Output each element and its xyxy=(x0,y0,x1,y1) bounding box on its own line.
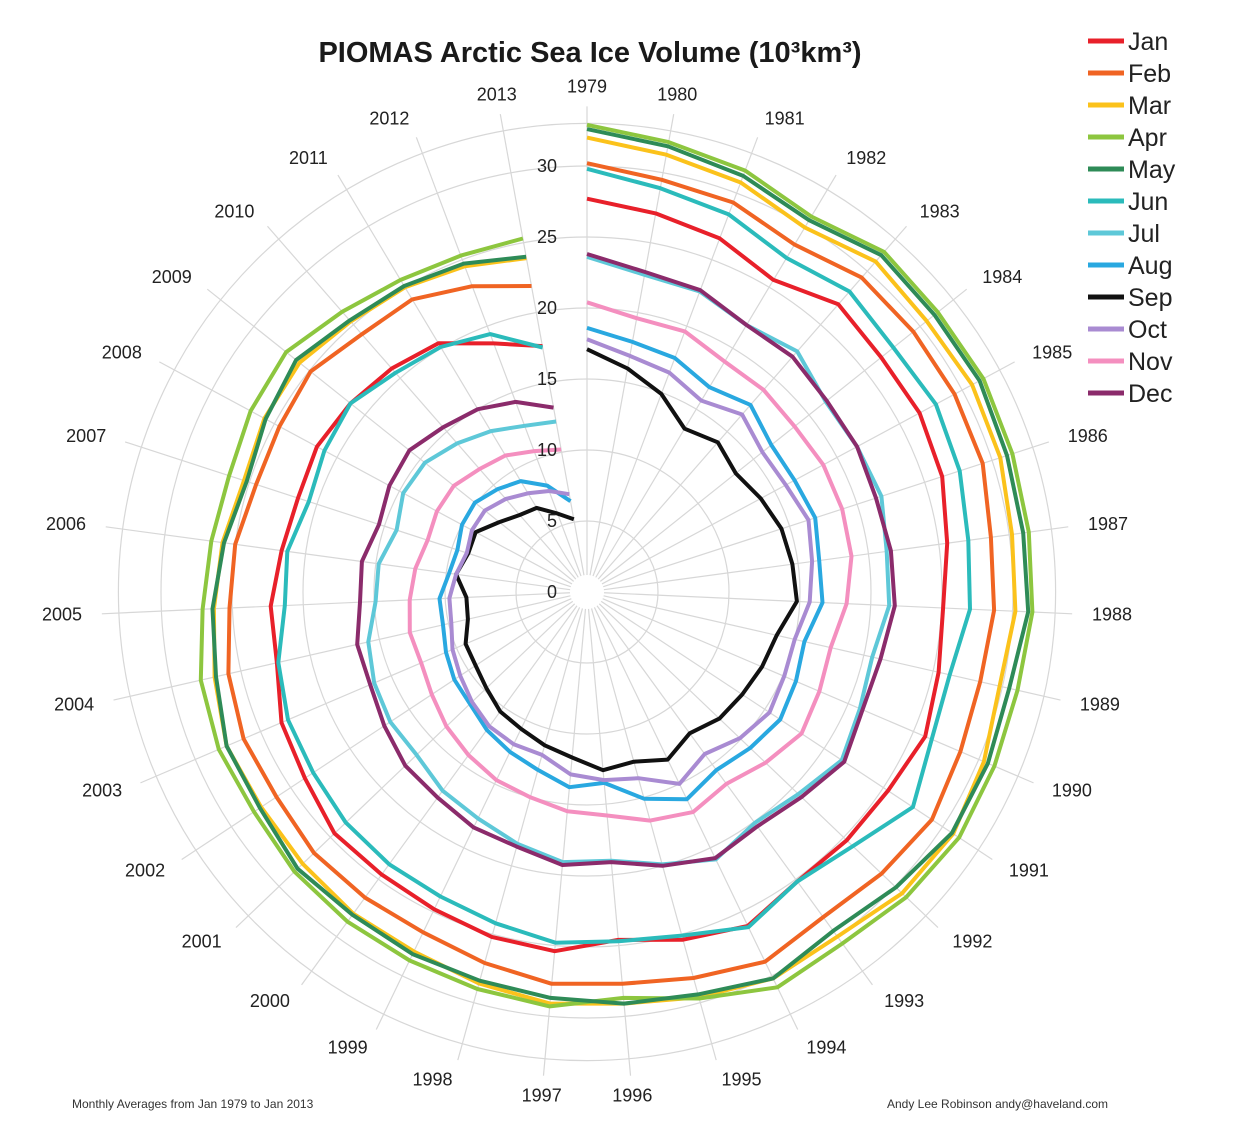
grid-spoke xyxy=(597,225,907,580)
year-label: 1990 xyxy=(1052,781,1092,801)
year-label: 1998 xyxy=(412,1069,452,1089)
radial-tick-label: 0 xyxy=(547,582,557,602)
grid-spoke xyxy=(124,441,571,588)
year-label: 1980 xyxy=(657,85,697,105)
grid-spoke xyxy=(600,600,993,861)
year-label: 2003 xyxy=(82,781,122,801)
grid-spoke xyxy=(593,607,799,1030)
grid-spoke xyxy=(596,605,873,986)
series-line-nov xyxy=(407,300,854,823)
year-label: 1985 xyxy=(1032,342,1072,362)
year-label: 2006 xyxy=(46,514,86,534)
series-line-apr xyxy=(198,122,1035,1009)
year-label: 2000 xyxy=(250,991,290,1011)
grid-spoke xyxy=(603,592,1073,615)
year-label: 2007 xyxy=(66,426,106,446)
year-label: 1987 xyxy=(1088,514,1128,534)
legend-label: Apr xyxy=(1128,124,1167,152)
legend-label: Feb xyxy=(1128,60,1171,88)
year-label: 1994 xyxy=(806,1037,846,1057)
radial-tick-label: 20 xyxy=(537,298,557,318)
year-label: 2001 xyxy=(182,931,222,951)
series-line-sep xyxy=(454,347,799,773)
grid-spoke xyxy=(105,526,571,591)
legend-label: Oct xyxy=(1128,316,1167,344)
series-lines xyxy=(198,122,1035,1009)
year-label: 1995 xyxy=(721,1069,761,1089)
footer-left: Monthly Averages from Jan 1979 to Jan 20… xyxy=(72,1097,314,1111)
year-label: 1991 xyxy=(1009,860,1049,880)
year-label: 2008 xyxy=(102,342,142,362)
year-label: 2004 xyxy=(54,694,94,714)
series-line-dec xyxy=(355,252,897,868)
year-label: 2012 xyxy=(369,109,409,129)
year-label: 1979 xyxy=(567,76,607,96)
series-line-aug xyxy=(437,325,825,802)
year-label: 1982 xyxy=(846,148,886,168)
legend: Jan Feb Mar Apr May Jun Jul Aug Sep Oct Nov Dec xyxy=(1088,28,1176,408)
radial-tick-label: 15 xyxy=(537,369,557,389)
radial-tick-labels: 0 5 10 15 20 25 30 xyxy=(537,156,557,602)
grid-spoke xyxy=(159,361,573,585)
legend-label: May xyxy=(1128,156,1176,184)
grid-spoke xyxy=(206,288,575,582)
legend-label: Mar xyxy=(1128,92,1171,120)
year-label: 1993 xyxy=(884,991,924,1011)
chart-title: PIOMAS Arctic Sea Ice Volume (10³km³) xyxy=(318,37,861,69)
year-label: 1992 xyxy=(952,931,992,951)
year-label: 1988 xyxy=(1092,605,1132,625)
grid-spoke xyxy=(181,600,574,861)
year-label: 2002 xyxy=(125,860,165,880)
grid-spoke xyxy=(587,608,632,1076)
grid-spoke xyxy=(267,225,577,580)
radial-tick-label: 30 xyxy=(537,156,557,176)
grid-spoke xyxy=(301,605,578,986)
legend-label: Nov xyxy=(1128,348,1173,376)
year-label: 2005 xyxy=(42,605,82,625)
year-label: 1981 xyxy=(765,109,805,129)
radial-tick-label: 10 xyxy=(537,440,557,460)
grid-spoke xyxy=(415,137,582,577)
year-label: 2010 xyxy=(214,201,254,221)
year-label: 1999 xyxy=(328,1037,368,1057)
year-label: 1989 xyxy=(1080,694,1120,714)
grid-spoke xyxy=(601,361,1015,585)
polar-grid xyxy=(101,106,1073,1076)
legend-label: Dec xyxy=(1128,380,1172,408)
grid-spoke xyxy=(603,526,1069,591)
legend-label: Sep xyxy=(1128,284,1172,312)
year-label: 2013 xyxy=(477,85,517,105)
legend-label: Jun xyxy=(1128,188,1168,216)
radial-tick-label: 5 xyxy=(547,511,557,531)
year-labels: 1979 1980 1981 1982 1983 1984 1985 1986 1987 1988… xyxy=(42,76,1132,1105)
year-label: 1986 xyxy=(1068,426,1108,446)
series-line-feb xyxy=(226,161,997,986)
series-line-may xyxy=(210,127,1031,1006)
grid-spoke xyxy=(599,288,968,582)
legend-label: Jul xyxy=(1128,220,1160,248)
year-label: 1983 xyxy=(920,201,960,221)
legend-label: Aug xyxy=(1128,252,1172,280)
grid-spoke xyxy=(589,114,675,576)
year-label: 1984 xyxy=(982,267,1022,287)
year-label: 1996 xyxy=(612,1085,652,1105)
grid-spoke xyxy=(595,174,837,578)
grid-spoke xyxy=(590,608,717,1061)
radial-tick-label: 25 xyxy=(537,227,557,247)
grid-spoke xyxy=(140,598,572,784)
grid-spoke xyxy=(101,592,571,615)
grid-spoke xyxy=(603,441,1050,588)
legend-label: Jan xyxy=(1128,28,1168,56)
grid-spoke xyxy=(113,595,571,701)
series-line-jun xyxy=(276,166,972,945)
year-label: 2011 xyxy=(289,148,328,168)
year-label: 1997 xyxy=(522,1085,562,1105)
footer-right: Andy Lee Robinson andy@haveland.com xyxy=(887,1097,1108,1111)
year-label: 2009 xyxy=(152,267,192,287)
series-line-oct xyxy=(447,337,815,786)
